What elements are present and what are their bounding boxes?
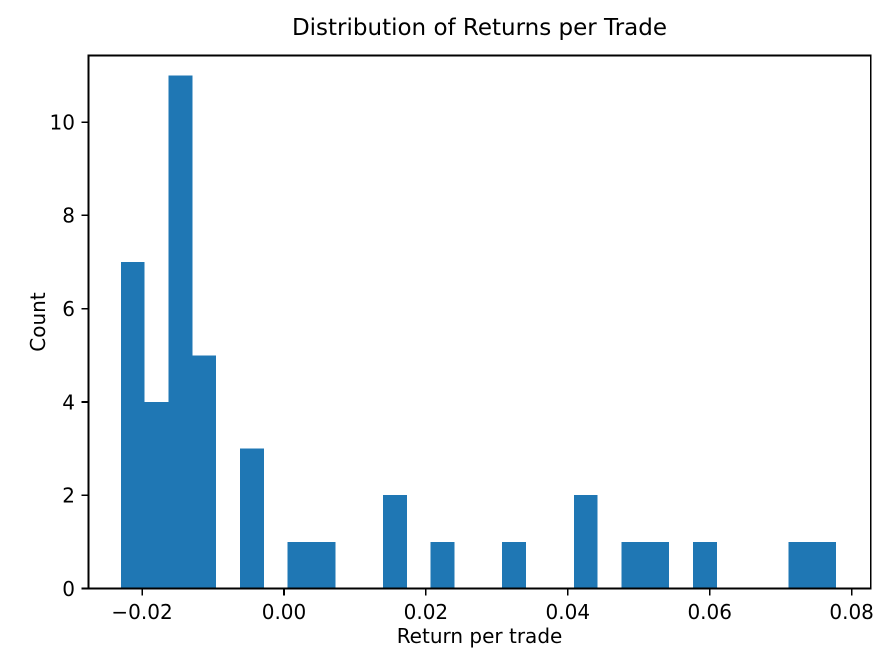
histogram-bar xyxy=(573,495,598,589)
histogram-bar xyxy=(812,541,836,589)
histogram-bar xyxy=(502,541,526,589)
y-tick-label: 0 xyxy=(62,577,75,601)
bars-group xyxy=(120,75,836,589)
x-axis-label: Return per trade xyxy=(397,624,563,648)
histogram-bar xyxy=(788,541,813,589)
histogram-bar xyxy=(383,495,407,589)
plot-border xyxy=(87,54,872,590)
histogram-bar xyxy=(311,541,336,589)
chart-title: Distribution of Returns per Trade xyxy=(292,15,667,41)
histogram-bar xyxy=(645,541,670,589)
y-axis-label: Count xyxy=(26,292,50,352)
x-tick-label: 0.04 xyxy=(546,600,591,624)
y-tick-label: 4 xyxy=(62,390,75,414)
x-tick-label: −0.02 xyxy=(111,600,172,624)
histogram-bar xyxy=(621,541,646,589)
y-tick-label: 10 xyxy=(50,110,75,134)
histogram-bar xyxy=(240,448,264,589)
histogram-bar xyxy=(192,355,217,589)
x-tick-label: 0.00 xyxy=(262,600,307,624)
axes-group: −0.02 0.00 0.02 0.04 0.06 0.08 0 2 4 6 8 10 xyxy=(50,54,874,624)
x-tick-label: 0.06 xyxy=(687,600,732,624)
histogram-bar xyxy=(693,541,717,589)
histogram-bar xyxy=(144,402,169,589)
y-tick-label: 6 xyxy=(62,297,75,321)
y-tick-label: 2 xyxy=(62,484,75,508)
histogram-bar xyxy=(287,541,312,589)
histogram-bar xyxy=(120,262,145,589)
y-tick-label: 8 xyxy=(62,204,75,228)
histogram-bar xyxy=(168,75,193,589)
x-tick-label: 0.08 xyxy=(829,600,874,624)
x-tick-label: 0.02 xyxy=(404,600,449,624)
histogram-bar xyxy=(430,541,455,589)
